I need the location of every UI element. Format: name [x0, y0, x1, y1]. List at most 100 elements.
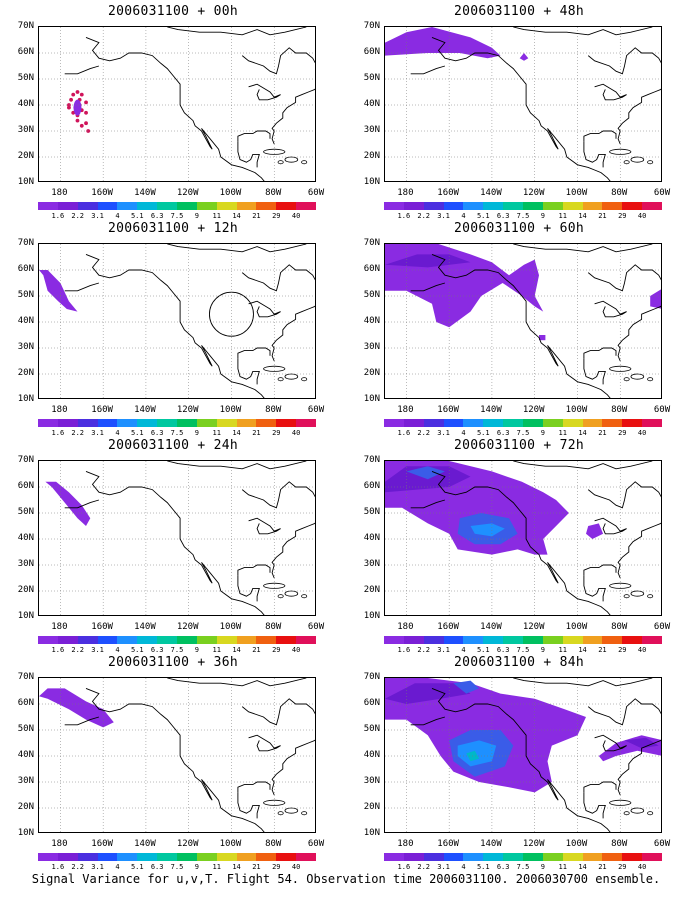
colorbar-label: 29: [618, 212, 627, 220]
lon-tick-label: 140W: [480, 405, 502, 415]
colorbar-swatch: [177, 636, 197, 644]
colorbar-label: 40: [291, 429, 301, 437]
colorbar-label: 5.1: [476, 863, 490, 871]
colorbar-label: 9: [194, 863, 199, 871]
colorbar-labels: 1.6 2.2 3.1 4 5.1 6.3 7.5 9 11 14 21 29 40: [38, 212, 316, 220]
colorbar-swatch: [463, 853, 484, 861]
colorbar-label: 11: [558, 863, 567, 871]
colorbar-label: 1.6: [397, 212, 411, 220]
trajectory-point: [79, 92, 84, 97]
colorbar-swatch: [443, 419, 464, 427]
lon-tick-label: 120W: [176, 188, 199, 198]
colorbar-label: 11: [212, 429, 221, 437]
colorbar-swatch: [38, 853, 58, 861]
colorbar-swatch: [196, 419, 217, 427]
colorbar-swatch: [276, 202, 297, 210]
colorbar-label: 1.6: [51, 863, 65, 871]
colorbar-swatch: [523, 636, 543, 644]
lon-tick-label: 180: [397, 839, 414, 849]
map-area: [384, 677, 662, 833]
colorbar-label: 21: [598, 863, 607, 871]
colorbar-swatch: [256, 419, 277, 427]
colorbar-swatch: [77, 636, 98, 644]
colorbar-label: 11: [558, 646, 567, 654]
colorbar-swatch: [642, 202, 663, 210]
colorbar-label: 1.6: [51, 646, 65, 654]
lat-tick-label: 50N: [17, 724, 34, 734]
variance-contour: [453, 680, 480, 694]
colorbar-swatch: [216, 636, 237, 644]
colorbar-swatch: [296, 853, 317, 861]
variance-contour: [39, 688, 114, 728]
colorbar-label: 6.3: [150, 429, 164, 437]
colorbar-label: 21: [252, 863, 261, 871]
colorbar-label: 5.1: [130, 429, 144, 437]
colorbar: [384, 853, 663, 861]
colorbar-swatch: [483, 419, 504, 427]
colorbar-swatch: [97, 853, 118, 861]
variance-contour: [586, 523, 604, 539]
colorbar-label: 9: [540, 212, 545, 220]
colorbar-swatch: [562, 202, 583, 210]
colorbar-swatch: [137, 636, 158, 644]
lon-tick-label: 100W: [565, 405, 588, 415]
colorbar-swatch: [384, 202, 404, 210]
colorbar-swatch: [177, 853, 197, 861]
colorbar-swatch: [403, 419, 424, 427]
colorbar-label: 3.1: [91, 212, 104, 220]
colorbar-swatch: [602, 419, 623, 427]
colorbar-label: 7.5: [170, 646, 184, 654]
lat-tick-label: 50N: [17, 507, 34, 517]
map-svg: [385, 27, 661, 181]
lat-tick-label: 70N: [363, 455, 380, 465]
map-area: [384, 460, 662, 616]
lat-tick-label: 40N: [363, 99, 380, 109]
lon-tick-label: 160W: [437, 405, 459, 415]
lon-tick-label: 140W: [480, 622, 502, 632]
lon-tick-label: 160W: [91, 405, 113, 415]
colorbar-label: 1.6: [397, 646, 411, 654]
lon-tick-label: 100W: [565, 188, 588, 198]
lat-tick-label: 10N: [363, 611, 380, 621]
lon-tick-label: 80W: [611, 405, 628, 415]
colorbar-swatch: [443, 202, 464, 210]
lon-tick-label: 60W: [307, 405, 325, 415]
colorbar: [38, 636, 317, 644]
lat-tick-label: 60N: [363, 47, 380, 57]
lat-tick-label: 40N: [363, 750, 380, 760]
lon-tick-label: 100W: [219, 188, 242, 198]
map-area: [384, 243, 662, 399]
lon-tick-label: 60W: [653, 839, 671, 849]
colorbar-swatch: [117, 853, 138, 861]
panel-title: 2006031100 + 36h: [107, 655, 239, 670]
colorbar-label: 3.1: [437, 429, 450, 437]
colorbar-label: 14: [232, 646, 241, 654]
colorbar-swatch: [463, 636, 484, 644]
lon-tick-label: 160W: [437, 839, 459, 849]
colorbar-label: 3.1: [437, 863, 450, 871]
map-svg: [39, 461, 315, 615]
colorbar-swatch: [503, 853, 524, 861]
colorbar-swatch: [463, 419, 484, 427]
colorbar-swatch: [57, 202, 78, 210]
colorbar-swatch: [503, 202, 524, 210]
colorbar-swatch: [77, 853, 98, 861]
trajectory-point: [84, 100, 88, 105]
lon-tick-label: 120W: [176, 405, 199, 415]
lon-tick-label: 140W: [480, 188, 502, 198]
trajectory-point: [75, 90, 80, 94]
colorbar-label: 5.1: [130, 212, 144, 220]
lat-tick-label: 50N: [17, 73, 34, 83]
colorbar-swatch: [276, 419, 297, 427]
lat-tick-label: 60N: [17, 481, 34, 491]
colorbar-label: 9: [194, 212, 199, 220]
colorbar-swatch: [216, 419, 237, 427]
colorbar-swatch: [157, 636, 178, 644]
colorbar-label: 2.2: [417, 646, 431, 654]
lat-tick-label: 60N: [363, 264, 380, 274]
colorbar-label: 2.2: [417, 863, 431, 871]
colorbar-label: 4: [115, 212, 120, 220]
lon-tick-label: 180: [51, 839, 68, 849]
variance-contour: [385, 244, 544, 328]
colorbar-swatch: [582, 419, 603, 427]
